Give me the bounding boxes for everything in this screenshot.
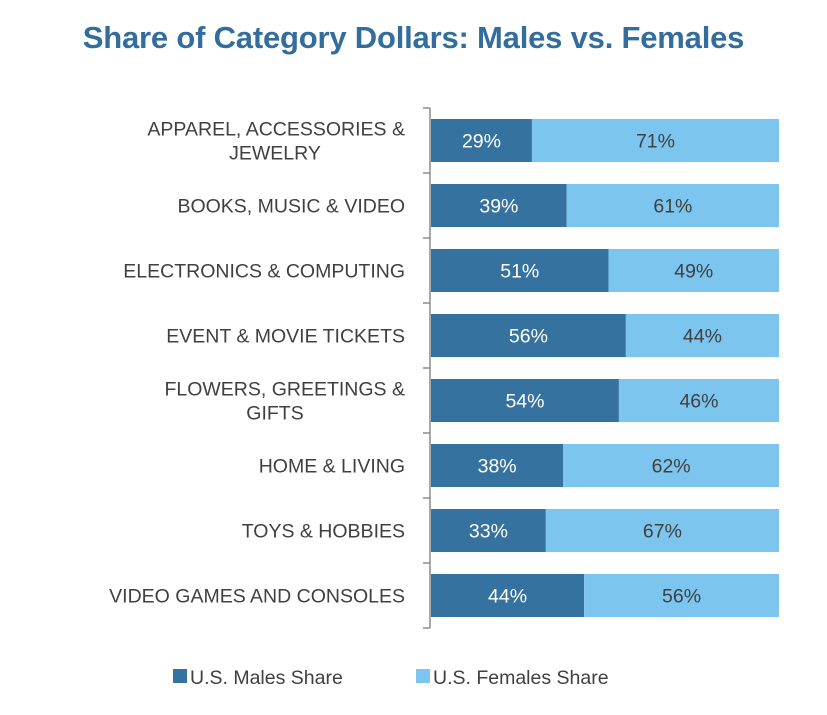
bar-male-3: [431, 314, 626, 357]
chart-title: Share of Category Dollars: Males vs. Fem…: [82, 20, 745, 55]
data-label-female-4: 46%: [679, 391, 718, 413]
bar-female-1: [566, 184, 779, 227]
data-label-male-0: 29%: [462, 131, 501, 153]
category-label-4: FLOWERS, GREETINGS & GIFTS: [164, 379, 405, 425]
category-label-7: VIDEO GAMES AND CONSOLES: [109, 586, 405, 608]
bar-male-1: [431, 184, 567, 227]
legend-swatch-males: [173, 669, 187, 683]
bar-female-2: [608, 249, 779, 292]
bar-female-0: [531, 119, 779, 162]
data-label-female-3: 44%: [683, 326, 722, 348]
data-label-female-5: 62%: [652, 456, 691, 478]
bar-male-4: [431, 379, 619, 422]
data-label-male-7: 44%: [488, 586, 527, 608]
data-label-female-0: 71%: [636, 131, 675, 153]
data-label-female-7: 56%: [662, 586, 701, 608]
data-label-male-1: 39%: [479, 196, 518, 218]
data-label-male-4: 54%: [505, 391, 544, 413]
bars-group: 29% 71% 39% 61% 51% 49% 56% 44% 54% 46% 38% 62% 33% 6…: [431, 119, 779, 617]
category-label-0: APPAREL, ACCESSORIES & JEWELRY: [147, 119, 405, 165]
bar-female-7: [584, 574, 779, 617]
bar-female-6: [545, 509, 779, 552]
bar-male-6: [431, 509, 546, 552]
legend-swatch-females: [416, 669, 430, 683]
category-label-5: HOME & LIVING: [259, 456, 405, 478]
legend-label-males: U.S. Males Share: [190, 667, 343, 689]
category-label-6: TOYS & HOBBIES: [242, 521, 405, 543]
bar-male-2: [431, 249, 609, 292]
bar-female-5: [563, 444, 779, 487]
category-axis: [423, 107, 431, 629]
category-label-3: EVENT & MOVIE TICKETS: [166, 326, 405, 348]
legend-label-females: U.S. Females Share: [433, 667, 609, 689]
bar-female-3: [625, 314, 779, 357]
legend: U.S. Males Share U.S. Females Share: [173, 667, 609, 689]
data-label-male-6: 33%: [469, 521, 508, 543]
data-label-male-3: 56%: [509, 326, 548, 348]
category-label-1: BOOKS, MUSIC & VIDEO: [177, 196, 405, 218]
data-label-male-5: 38%: [478, 456, 517, 478]
category-labels: APPAREL, ACCESSORIES & JEWELRY BOOKS, MUSI…: [109, 119, 405, 608]
data-label-female-2: 49%: [674, 261, 713, 283]
bar-male-5: [431, 444, 564, 487]
bar-female-4: [618, 379, 779, 422]
data-label-female-1: 61%: [653, 196, 692, 218]
data-label-female-6: 67%: [643, 521, 682, 543]
bar-male-0: [431, 119, 532, 162]
data-label-male-2: 51%: [500, 261, 539, 283]
bar-male-7: [431, 574, 585, 617]
category-label-2: ELECTRONICS & COMPUTING: [123, 261, 405, 283]
